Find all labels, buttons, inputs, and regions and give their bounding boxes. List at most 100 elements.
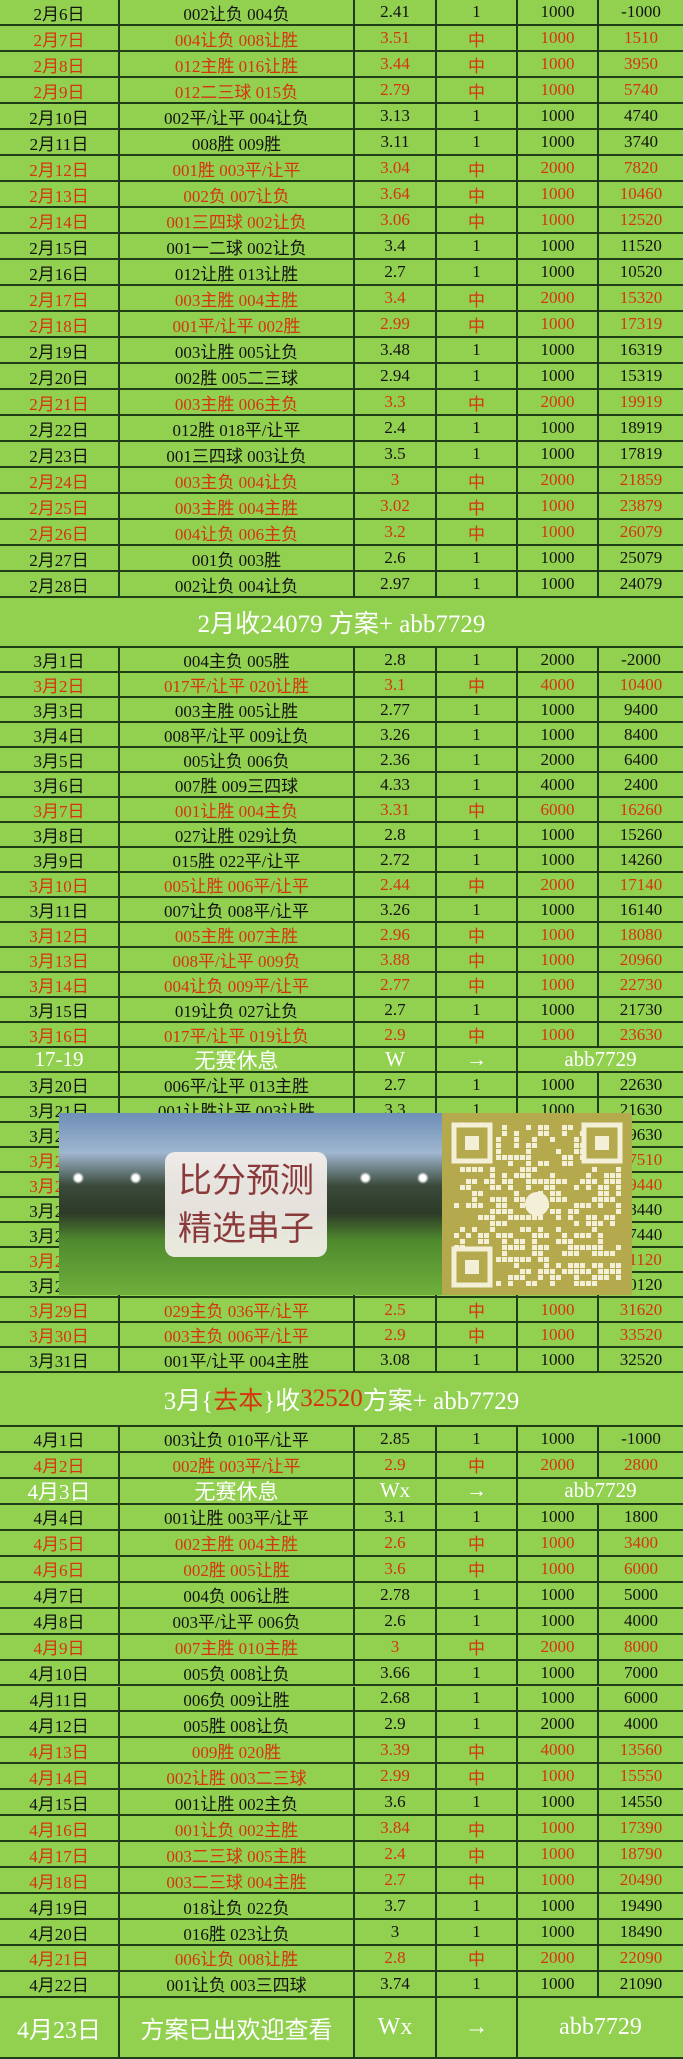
balance-cell: 19490 [619, 1896, 663, 1916]
odds-cell: 3.6 [355, 1790, 437, 1815]
qr-module [562, 1269, 567, 1274]
date-cell: 2月21日 [0, 390, 120, 414]
result-cell: 1 [437, 338, 518, 362]
balance-cell: 11520 [620, 236, 662, 255]
table-row: 4月14日 002让胜 003二三球 2.99 中 1000 15550 [0, 1764, 683, 1791]
result-cell: 1 [437, 0, 518, 24]
qr-module [562, 1197, 567, 1202]
qr-module [502, 1125, 507, 1130]
picks-cell: 004负 006让胜 [120, 1582, 355, 1607]
result-cell: 1 [437, 1894, 518, 1919]
result-cell: 中 [437, 1738, 518, 1763]
odds-cell: 3.39 [355, 1738, 437, 1763]
date-cell: 2月23日 [0, 442, 120, 466]
table-row: 2月6日 002让负 004负 2.41 1 1000 -1000 [0, 0, 683, 26]
odds-cell: 2.9 [355, 1323, 437, 1346]
table-row: 4月1日 003让负 010平/让平 2.85 1 1000 -1000 [0, 1427, 683, 1453]
table-row: 3月29日 029主负 036平/让平 2.5 中 1000 31620 [0, 1298, 683, 1323]
qr-finder [581, 1122, 623, 1164]
stake-cell: 1000 [518, 364, 599, 388]
qr-module [460, 1239, 465, 1244]
qr-module [580, 1245, 585, 1250]
result-cell: 中 [437, 468, 518, 492]
odds-cell: 3.3 [355, 390, 437, 414]
picks-cell: 005让胜 006平/让平 [120, 873, 355, 896]
stake-cell: 1000 [518, 948, 599, 971]
qr-module [550, 1275, 555, 1280]
qr-module [478, 1203, 483, 1208]
balance-cell: 17390 [619, 1818, 663, 1838]
date-cell: 4月9日 [0, 1634, 120, 1659]
balance-cell: 23630 [619, 1024, 663, 1044]
result-cell: 1 [437, 848, 518, 871]
qr-module [616, 1203, 621, 1208]
odds-cell: 2.6 [355, 546, 437, 570]
stake-cell: 1000 [518, 1660, 599, 1685]
picks-cell: 001让负 002主胜 [120, 1816, 355, 1841]
picks-cell: 004让负 008让胜 [120, 26, 355, 50]
stake-cell: 1000 [518, 1686, 599, 1711]
march-summary: 3月{去本}收 32520 方案+ abb7729 [0, 1373, 683, 1427]
qr-module [538, 1179, 543, 1184]
qr-module [550, 1173, 555, 1178]
qr-module [568, 1245, 573, 1250]
qr-module [598, 1221, 603, 1226]
qr-module [562, 1251, 567, 1256]
picks-cell: 002胜 005二三球 [120, 364, 355, 388]
odds-cell: 2.99 [355, 312, 437, 336]
qr-module [502, 1179, 507, 1184]
qr-module [574, 1185, 579, 1190]
table-row: 3月3日 003主胜 005让胜 2.77 1 1000 9400 [0, 698, 683, 723]
qr-module [574, 1221, 579, 1226]
stake-cell: 1000 [518, 1530, 599, 1555]
table-row: 4月8日 003平/让平 006负 2.6 1 1000 4000 [0, 1608, 683, 1635]
date-cell: 4月5日 [0, 1530, 120, 1555]
result-cell: 1 [437, 998, 518, 1021]
result-cell: 1 [437, 1427, 518, 1451]
qr-module [532, 1143, 537, 1148]
qr-module [616, 1245, 621, 1250]
qr-module [508, 1161, 513, 1166]
picks-cell: 003让负 010平/让平 [120, 1427, 355, 1451]
qr-module [562, 1239, 567, 1244]
date-cell: 3月10日 [0, 873, 120, 896]
date-cell: 2月6日 [0, 0, 120, 24]
qr-module [514, 1257, 519, 1262]
qr-module [604, 1251, 609, 1256]
qr-module [502, 1131, 507, 1136]
qr-module [508, 1155, 513, 1160]
date-cell: 4月20日 [0, 1920, 120, 1944]
qr-module [544, 1131, 549, 1136]
qr-module [568, 1161, 573, 1166]
qr-module [520, 1155, 525, 1160]
odds-cell: 2.6 [355, 1530, 437, 1555]
balance-cell: 18919 [619, 418, 663, 437]
qr-module [586, 1179, 591, 1184]
result-cell: 中 [437, 1868, 518, 1893]
date-cell: 4月10日 [0, 1660, 120, 1685]
qr-module [598, 1197, 603, 1202]
qr-module [502, 1203, 507, 1208]
qr-module [568, 1251, 573, 1256]
table-row: 2月19日 003让胜 005让负 3.48 1 1000 16319 [0, 338, 683, 364]
qr-module [598, 1245, 603, 1250]
qr-module [568, 1269, 573, 1274]
result-cell: 中 [437, 1842, 518, 1867]
table-row: 2月22日 012胜 018平/让平 2.4 1 1000 18919 [0, 416, 683, 442]
qr-module [574, 1203, 579, 1208]
qr-module [514, 1191, 519, 1196]
date-cell: 3月1日 [0, 648, 120, 671]
qr-module [610, 1221, 615, 1226]
balance-cell: 5000 [624, 1584, 658, 1604]
qr-module [490, 1173, 495, 1178]
result-cell: → [437, 1478, 518, 1503]
qr-module [556, 1209, 561, 1214]
qr-module [532, 1245, 537, 1250]
result-cell: 1 [437, 442, 518, 466]
qr-module [490, 1221, 495, 1226]
odds-cell: 3.04 [355, 156, 437, 180]
odds-cell: 2.78 [355, 1582, 437, 1607]
qr-code-icon[interactable] [442, 1113, 632, 1295]
picks-cell: 001让胜 003平/让平 [120, 1504, 355, 1529]
qr-module [544, 1179, 549, 1184]
